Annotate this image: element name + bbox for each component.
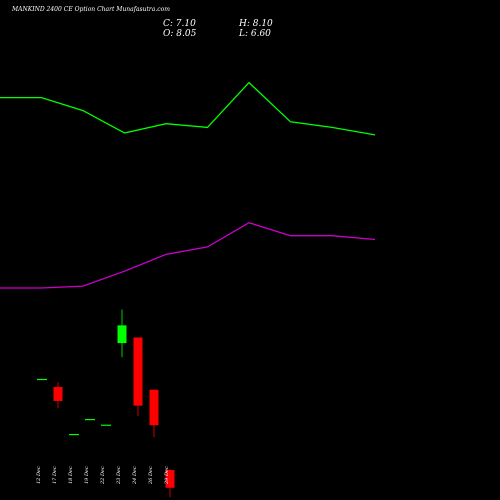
candle	[133, 337, 143, 416]
candle-body	[53, 386, 63, 401]
candle-body	[165, 470, 175, 488]
x-tick-label: 29 Dec	[164, 466, 170, 485]
chart-title: MANKIND 2400 CE Option Chart Munafasutra…	[12, 6, 170, 13]
x-tick-label: 22 Dec	[100, 466, 106, 485]
x-axis-labels: 12 Dec 17 Dec 18 Dec 19 Dec 22 Dec 23 Dec 24 D…	[36, 466, 170, 485]
open-value: O: 8.05	[163, 29, 197, 39]
candlesticks	[37, 309, 175, 498]
candle-body	[133, 337, 143, 406]
close-value: C: 7.10	[163, 19, 196, 29]
x-tick-label: 17 Dec	[52, 466, 58, 484]
x-tick-label: 26 Dec	[148, 466, 154, 485]
candle	[149, 389, 159, 438]
high-value: H: 8.10	[239, 19, 273, 29]
candle	[53, 382, 63, 409]
x-tick-label: 23 Dec	[116, 466, 122, 485]
candle-body	[149, 389, 159, 426]
indicator-line-1	[0, 81, 376, 136]
x-tick-label: 24 Dec	[132, 466, 138, 485]
x-tick-label: 19 Dec	[84, 466, 90, 484]
candle	[117, 309, 127, 358]
candle	[165, 469, 175, 498]
x-tick-label: 12 Dec	[36, 466, 42, 484]
indicator-lines	[0, 81, 376, 289]
low-value: L: 6.60	[239, 29, 271, 39]
x-tick-label: 18 Dec	[68, 466, 74, 484]
candle-body	[117, 325, 127, 344]
indicator-line-2	[0, 221, 376, 289]
